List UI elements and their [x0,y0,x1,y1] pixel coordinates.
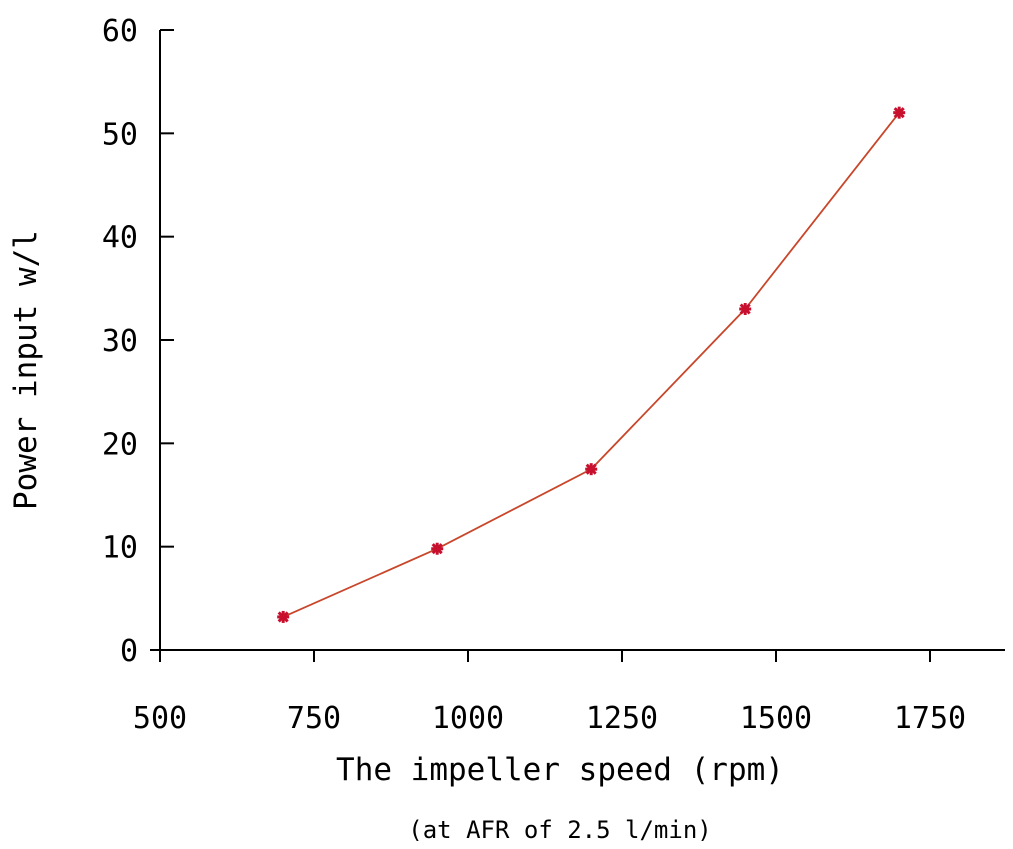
x-tick-label: 750 [287,701,341,736]
x-tick-label: 1000 [432,701,504,736]
y-tick-label: 40 [102,221,138,256]
y-tick-label: 20 [102,427,138,462]
x-axis-label: The impeller speed (rpm) [336,752,784,788]
y-tick-label: 10 [102,531,138,566]
x-tick-label: 500 [133,701,187,736]
y-tick-label: 0 [120,634,138,669]
x-axis-ticks: 500 750 1000 1250 1500 1750 [133,650,966,736]
data-point-marker [431,542,444,555]
axes [150,30,1005,651]
y-tick-label: 50 [102,117,138,152]
data-point-marker [893,106,906,119]
data-point-marker [277,610,290,623]
series-line [282,112,900,618]
y-tick-label: 30 [102,324,138,359]
y-tick-label: 60 [102,14,138,49]
series-group [277,106,906,623]
y-axis-label: Power input w/l [8,230,44,510]
data-point-marker [585,463,598,476]
x-tick-label: 1750 [894,701,966,736]
x-tick-label: 1500 [740,701,812,736]
x-axis-sublabel: (at AFR of 2.5 l/min) [408,816,711,844]
data-point-marker [739,303,752,315]
x-tick-label: 1250 [586,701,658,736]
y-axis-ticks: 0 10 20 30 40 50 60 [102,14,174,669]
